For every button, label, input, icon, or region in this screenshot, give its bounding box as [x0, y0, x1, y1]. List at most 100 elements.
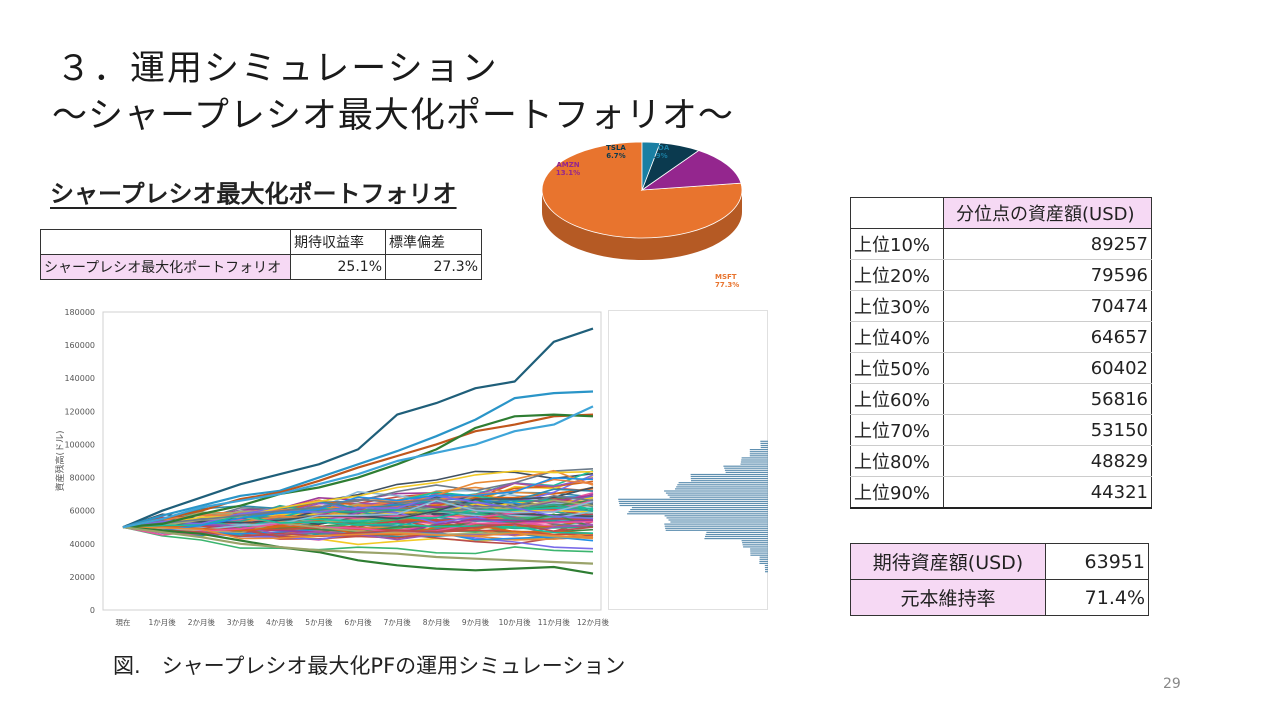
pie-pct-nvda: 2.9%	[648, 152, 667, 160]
quantile-row: 上位90% 44321	[851, 477, 1152, 509]
stats-header-stdev: 標準偏差	[386, 230, 482, 255]
quantile-row: 上位50% 60402	[851, 353, 1152, 384]
histogram-bar	[669, 519, 769, 520]
histogram-bar	[765, 567, 768, 568]
stats-stdev-value: 27.3%	[386, 255, 482, 280]
histogram-bar	[691, 476, 768, 477]
histogram-bar	[759, 561, 768, 562]
quantile-table-header: 分位点の資産額(USD)	[944, 198, 1152, 229]
quantile-row: 上位30% 70474	[851, 291, 1152, 322]
histogram-bar	[666, 530, 768, 531]
histogram-bar	[742, 540, 768, 541]
y-tick-label: 40000	[70, 540, 95, 549]
quantile-value: 56816	[944, 384, 1152, 415]
histogram-bar	[760, 559, 769, 560]
x-tick-label: 12か月後	[577, 617, 610, 627]
histogram-bar	[619, 503, 768, 504]
histogram-bar	[750, 449, 768, 450]
portfolio-heading: シャープレシオ最大化ポートフォリオ	[50, 174, 457, 209]
x-tick-label: 6か月後	[344, 617, 372, 627]
histogram-bar	[618, 499, 768, 500]
histogram-bar	[750, 550, 768, 551]
expected-asset-label: 期待資産額(USD)	[851, 544, 1046, 580]
x-tick-label: 3か月後	[227, 617, 255, 627]
quantile-table: 分位点の資産額(USD) 上位10% 89257 上位20% 79596 上位30% 70…	[850, 197, 1152, 509]
histogram-bar	[761, 445, 768, 446]
histogram-bar	[705, 536, 768, 537]
quantile-value: 44321	[944, 477, 1152, 509]
stats-expected-return-value: 25.1%	[291, 255, 386, 280]
histogram-bar	[724, 468, 768, 469]
histogram-bar	[725, 470, 768, 471]
histogram-bar	[670, 521, 768, 522]
histogram-bar	[765, 569, 768, 570]
histogram-bar	[620, 505, 768, 506]
y-tick-label: 160000	[64, 341, 95, 350]
histogram-bar	[676, 486, 768, 487]
quantile-value: 79596	[944, 260, 1152, 291]
y-tick-label: 80000	[70, 474, 95, 483]
page-number: 29	[1163, 676, 1181, 692]
slide-title-line1: ３．運用シミュレーション	[56, 40, 499, 91]
quantile-label: 上位60%	[851, 384, 944, 415]
histogram-bar	[765, 565, 768, 566]
histogram-bar	[679, 482, 768, 483]
histogram-bar	[761, 447, 768, 448]
histogram-bar	[691, 478, 768, 479]
histogram-bar	[677, 484, 768, 485]
quantile-value: 89257	[944, 229, 1152, 260]
pie-label-nvda: NVDA	[647, 144, 670, 152]
histogram-bar	[723, 466, 768, 467]
y-axis-label: 資産残高(ドル)	[54, 430, 66, 491]
histogram-bar	[665, 528, 768, 529]
histogram-bar	[665, 515, 768, 516]
x-tick-label: 11か月後	[538, 617, 571, 627]
y-tick-label: 120000	[64, 407, 95, 416]
quantile-row: 上位80% 48829	[851, 446, 1152, 477]
outcome-histogram	[608, 310, 770, 610]
x-tick-label: 4か月後	[266, 617, 294, 627]
x-tick-label: 10か月後	[499, 617, 532, 627]
histogram-bar	[742, 542, 768, 543]
histogram-bar	[691, 480, 768, 481]
quantile-value: 70474	[944, 291, 1152, 322]
histogram-bar	[668, 495, 768, 496]
histogram-bar	[706, 534, 768, 535]
sim-plot-area	[103, 312, 601, 610]
x-tick-label: 2か月後	[188, 617, 216, 627]
quantile-label: 上位50%	[851, 353, 944, 384]
quantile-value: 48829	[944, 446, 1152, 477]
stats-header-expected-return: 期待収益率	[291, 230, 386, 255]
quantile-label: 上位70%	[851, 415, 944, 446]
histogram-bar	[664, 490, 768, 491]
stats-table-corner	[41, 230, 291, 255]
quantile-label: 上位40%	[851, 322, 944, 353]
quantile-table-corner	[851, 198, 944, 229]
x-tick-label: 7か月後	[384, 617, 412, 627]
histogram-bar	[765, 571, 768, 572]
histogram-bar	[750, 455, 768, 456]
quantile-label: 上位10%	[851, 229, 944, 260]
histogram-bar	[630, 509, 768, 510]
histogram-bar	[741, 461, 768, 462]
quantile-row: 上位10% 89257	[851, 229, 1152, 260]
y-tick-label: 140000	[64, 374, 95, 383]
quantile-label: 上位20%	[851, 260, 944, 291]
slide-title-line2: ～シャープレシオ最大化ポートフォリオ～	[52, 87, 734, 138]
quantile-label: 上位30%	[851, 291, 944, 322]
summary-table: 期待資産額(USD) 63951 元本維持率 71.4%	[850, 543, 1149, 616]
x-tick-label: 現在	[116, 617, 131, 627]
quantile-value: 64657	[944, 322, 1152, 353]
pie-label-msft: MSFT	[715, 273, 737, 281]
histogram-bar	[741, 464, 769, 465]
histogram-bar	[741, 459, 768, 460]
histogram-bar	[666, 493, 768, 494]
histogram-bar	[726, 472, 768, 473]
histogram-bar	[670, 497, 768, 498]
pie-pct-msft: 77.3%	[715, 281, 739, 289]
quantile-row: 上位70% 53150	[851, 415, 1152, 446]
histogram-bar	[629, 511, 768, 512]
histogram-bar	[750, 548, 768, 549]
histogram-bar	[760, 443, 768, 444]
